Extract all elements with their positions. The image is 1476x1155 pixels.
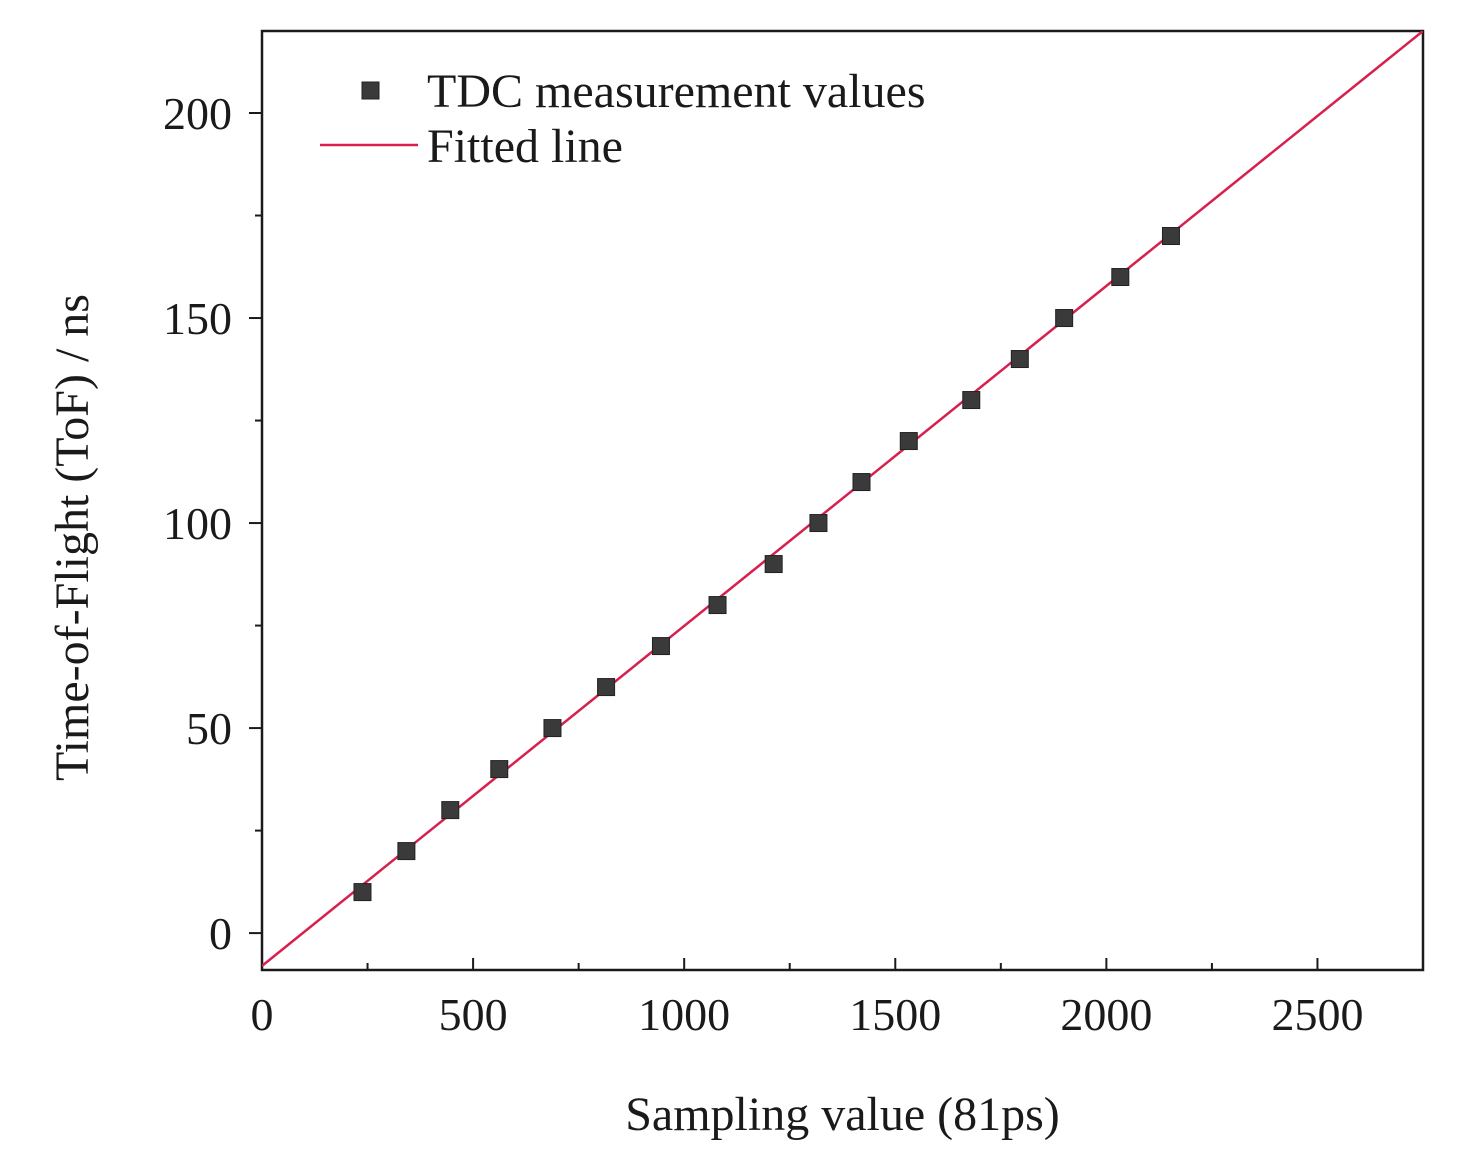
x-tick-label: 0	[251, 989, 274, 1040]
legend-marker-square	[361, 81, 380, 100]
plot-area	[260, 29, 1425, 972]
legend-label-fitted: Fitted line	[427, 120, 623, 173]
y-tick-label: 200	[163, 88, 232, 139]
data-point	[597, 678, 616, 697]
data-point	[962, 391, 981, 410]
plot-frame	[260, 29, 1425, 972]
data-point	[809, 514, 828, 533]
data-point	[490, 760, 509, 779]
x-tick-label: 500	[439, 989, 508, 1040]
x-axis-title: Sampling value (81ps)	[625, 1088, 1060, 1141]
y-axis: 0 50 100 150 200	[163, 88, 262, 959]
x-axis: 0 500 1000 1500 2000 2500	[251, 958, 1424, 1040]
data-point	[543, 719, 562, 738]
y-axis-title: Time-of-Flight (ToF) / ns	[46, 294, 99, 781]
x-tick-label: 2500	[1271, 989, 1363, 1040]
data-point	[353, 883, 372, 902]
data-point	[852, 473, 871, 492]
data-point	[1111, 268, 1130, 287]
y-tick-label: 100	[163, 498, 232, 549]
data-point	[899, 432, 918, 451]
data-point	[397, 842, 416, 861]
x-tick-label: 1000	[638, 989, 730, 1040]
x-tick-label: 2000	[1060, 989, 1152, 1040]
data-point	[708, 596, 727, 615]
y-tick-label: 0	[209, 908, 232, 959]
data-point	[1161, 227, 1180, 246]
data-point	[764, 555, 783, 574]
legend-label-measurements: TDC measurement values	[427, 65, 926, 118]
series-layer	[262, 31, 1423, 967]
x-tick-label: 1500	[849, 989, 941, 1040]
data-point	[651, 637, 670, 656]
data-point	[441, 801, 460, 820]
data-point	[1010, 350, 1029, 369]
data-point	[1055, 309, 1074, 328]
y-tick-label: 50	[186, 703, 232, 754]
y-tick-label: 150	[163, 293, 232, 344]
